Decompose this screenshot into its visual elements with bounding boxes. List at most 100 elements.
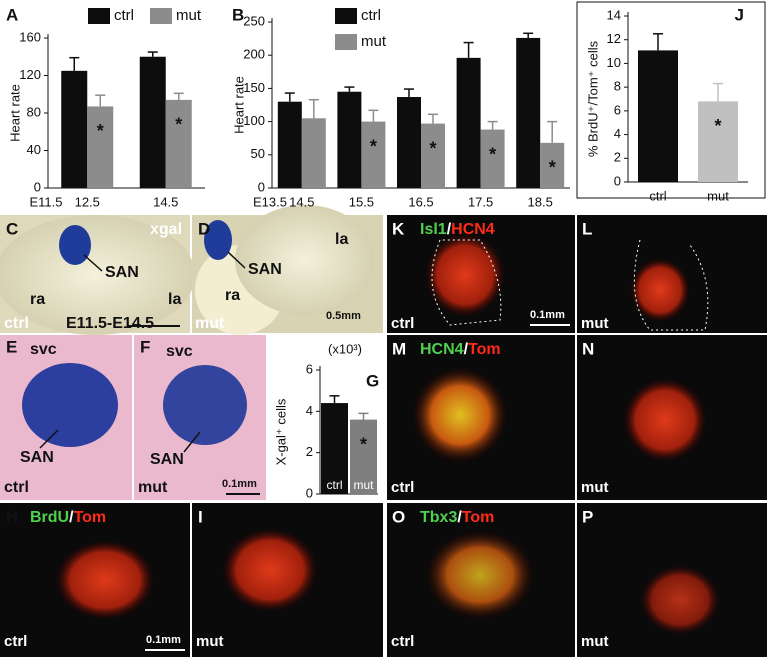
legend-swatch [335,34,357,50]
significance: * [97,121,104,141]
significance: * [549,158,556,178]
y-tick-label: 12 [607,31,621,46]
label: HCN4 [451,221,495,238]
label: E11.5-E14.5 [66,315,154,332]
label: xgal [150,221,182,238]
y-tick-label: 150 [243,80,265,95]
x-tick-label: 18.5 [528,194,553,209]
bar [638,50,678,183]
label: ctrl [391,315,414,332]
stain [163,365,247,445]
signal [623,378,707,462]
stain-label: Tbx3/Tom [420,509,494,526]
bar [350,419,377,494]
y-tick-label: 0 [614,173,621,188]
signal [55,540,155,620]
label: / [464,341,469,358]
y-axis-label: % BrdU⁺/Tom⁺ cells [585,40,600,157]
label: / [69,509,74,526]
stain [59,225,91,265]
x-tick-label: mut [353,478,374,492]
label: mut [138,479,168,496]
x-start-label: E11.5 [29,194,62,209]
label: ctrl [4,315,29,332]
bar [421,123,445,188]
y-tick-label: 250 [243,13,265,28]
bar [698,101,738,182]
y-unit: (x10³) [328,341,362,356]
label: BrdU [30,509,69,526]
x-tick-label: 14.5 [289,194,314,209]
label: la [168,291,181,308]
y-tick-label: 50 [251,146,265,161]
stain [22,363,118,447]
x-tick-label: ctrl [649,188,666,203]
y-tick-label: 100 [243,113,265,128]
label: svc [30,341,57,358]
label: mut [581,479,609,496]
panel-letter: J [735,5,744,24]
label: svc [166,343,193,360]
bar [165,99,192,188]
significance: * [429,138,436,158]
panel-letter: C [6,219,18,238]
label: HCN4 [420,341,464,358]
bar [480,129,505,188]
panel-letter: P [582,507,593,526]
label: / [447,221,452,238]
label: ctrl [391,479,414,496]
x-tick-label: 17.5 [468,194,493,209]
bar [321,403,348,494]
panel-letter: D [198,219,210,238]
y-tick-label: 80 [27,104,41,119]
panel-letter: H [6,507,18,526]
label: Isl1 [420,221,447,238]
label: ra [30,291,45,308]
panel-letter: E [6,337,17,356]
y-tick-label: 2 [614,150,621,165]
x-start-label: E13.5 [253,194,287,209]
bar [61,70,88,188]
panel-letter: O [392,507,405,526]
label: la [335,231,348,248]
label: mut [581,633,609,650]
stain [204,220,232,260]
x-tick-label: ctrl [327,478,343,492]
stain-label: Isl1/HCN4 [420,221,495,238]
panel-letter: G [366,371,379,390]
y-tick-label: 4 [306,403,313,418]
legend-label: ctrl [114,7,134,24]
stain-label: HCN4/Tom [420,341,501,358]
significance: * [175,115,182,135]
panel-letter: I [198,507,203,526]
scale-label: 0.1mm [146,634,181,646]
panel-letter: N [582,339,594,358]
label: ctrl [4,479,29,496]
arrow [39,429,59,449]
bar [456,57,481,188]
bar [277,101,302,188]
heart [0,215,195,335]
panel-letter: B [232,5,244,24]
bar [87,106,114,188]
label: SAN [150,451,184,468]
y-tick-label: 0 [34,179,41,194]
y-tick-label: 0 [306,485,313,500]
signal [222,528,318,612]
x-tick-label: 14.5 [153,194,178,209]
y-tick-label: 40 [27,142,41,157]
signal [640,565,720,635]
legend-label: mut [176,7,202,24]
significance: * [714,116,721,136]
bar [361,121,386,188]
legend-swatch [88,8,110,24]
y-tick-label: 4 [614,126,621,141]
outline [431,239,502,326]
label: Tom [462,509,495,526]
bar [139,56,166,188]
label: Tom [74,509,107,526]
panel-border [576,1,766,199]
label: ctrl [391,633,414,650]
